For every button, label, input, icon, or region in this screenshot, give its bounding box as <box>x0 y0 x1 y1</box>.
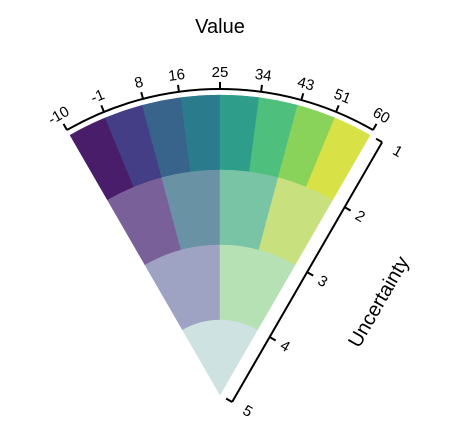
x-tick <box>372 123 378 131</box>
y-tick <box>375 137 383 144</box>
x-tick <box>100 105 105 113</box>
x-tick-label: -1 <box>88 86 107 107</box>
x-tick <box>62 123 68 131</box>
x-tick <box>260 84 264 92</box>
chart-title: Value <box>195 16 245 38</box>
y-tick <box>306 271 314 277</box>
x-tick-label: 34 <box>254 66 273 85</box>
y-tick-label: 5 <box>240 402 256 421</box>
x-tick-label: 51 <box>331 86 353 108</box>
y-axis-label: Uncertainty <box>344 253 414 352</box>
x-tick <box>335 105 340 113</box>
cell <box>182 319 258 396</box>
y-tick-label: 4 <box>277 337 293 356</box>
x-tick <box>140 91 144 100</box>
y-tick-label: 1 <box>390 142 406 161</box>
y-tick <box>344 206 352 212</box>
x-tick-label: 43 <box>295 74 316 95</box>
x-tick <box>176 84 180 92</box>
x-tick-label: -10 <box>45 103 72 129</box>
x-tick <box>300 93 305 101</box>
x-tick-label: 8 <box>133 74 145 93</box>
x-tick-label: 25 <box>212 64 229 81</box>
y-tick <box>269 336 277 342</box>
y-tick-label: 2 <box>352 207 368 226</box>
x-tick-label: 16 <box>167 66 186 85</box>
x-tick-label: 60 <box>370 104 393 127</box>
y-tick-label: 3 <box>315 272 331 291</box>
y-tick <box>225 397 233 403</box>
